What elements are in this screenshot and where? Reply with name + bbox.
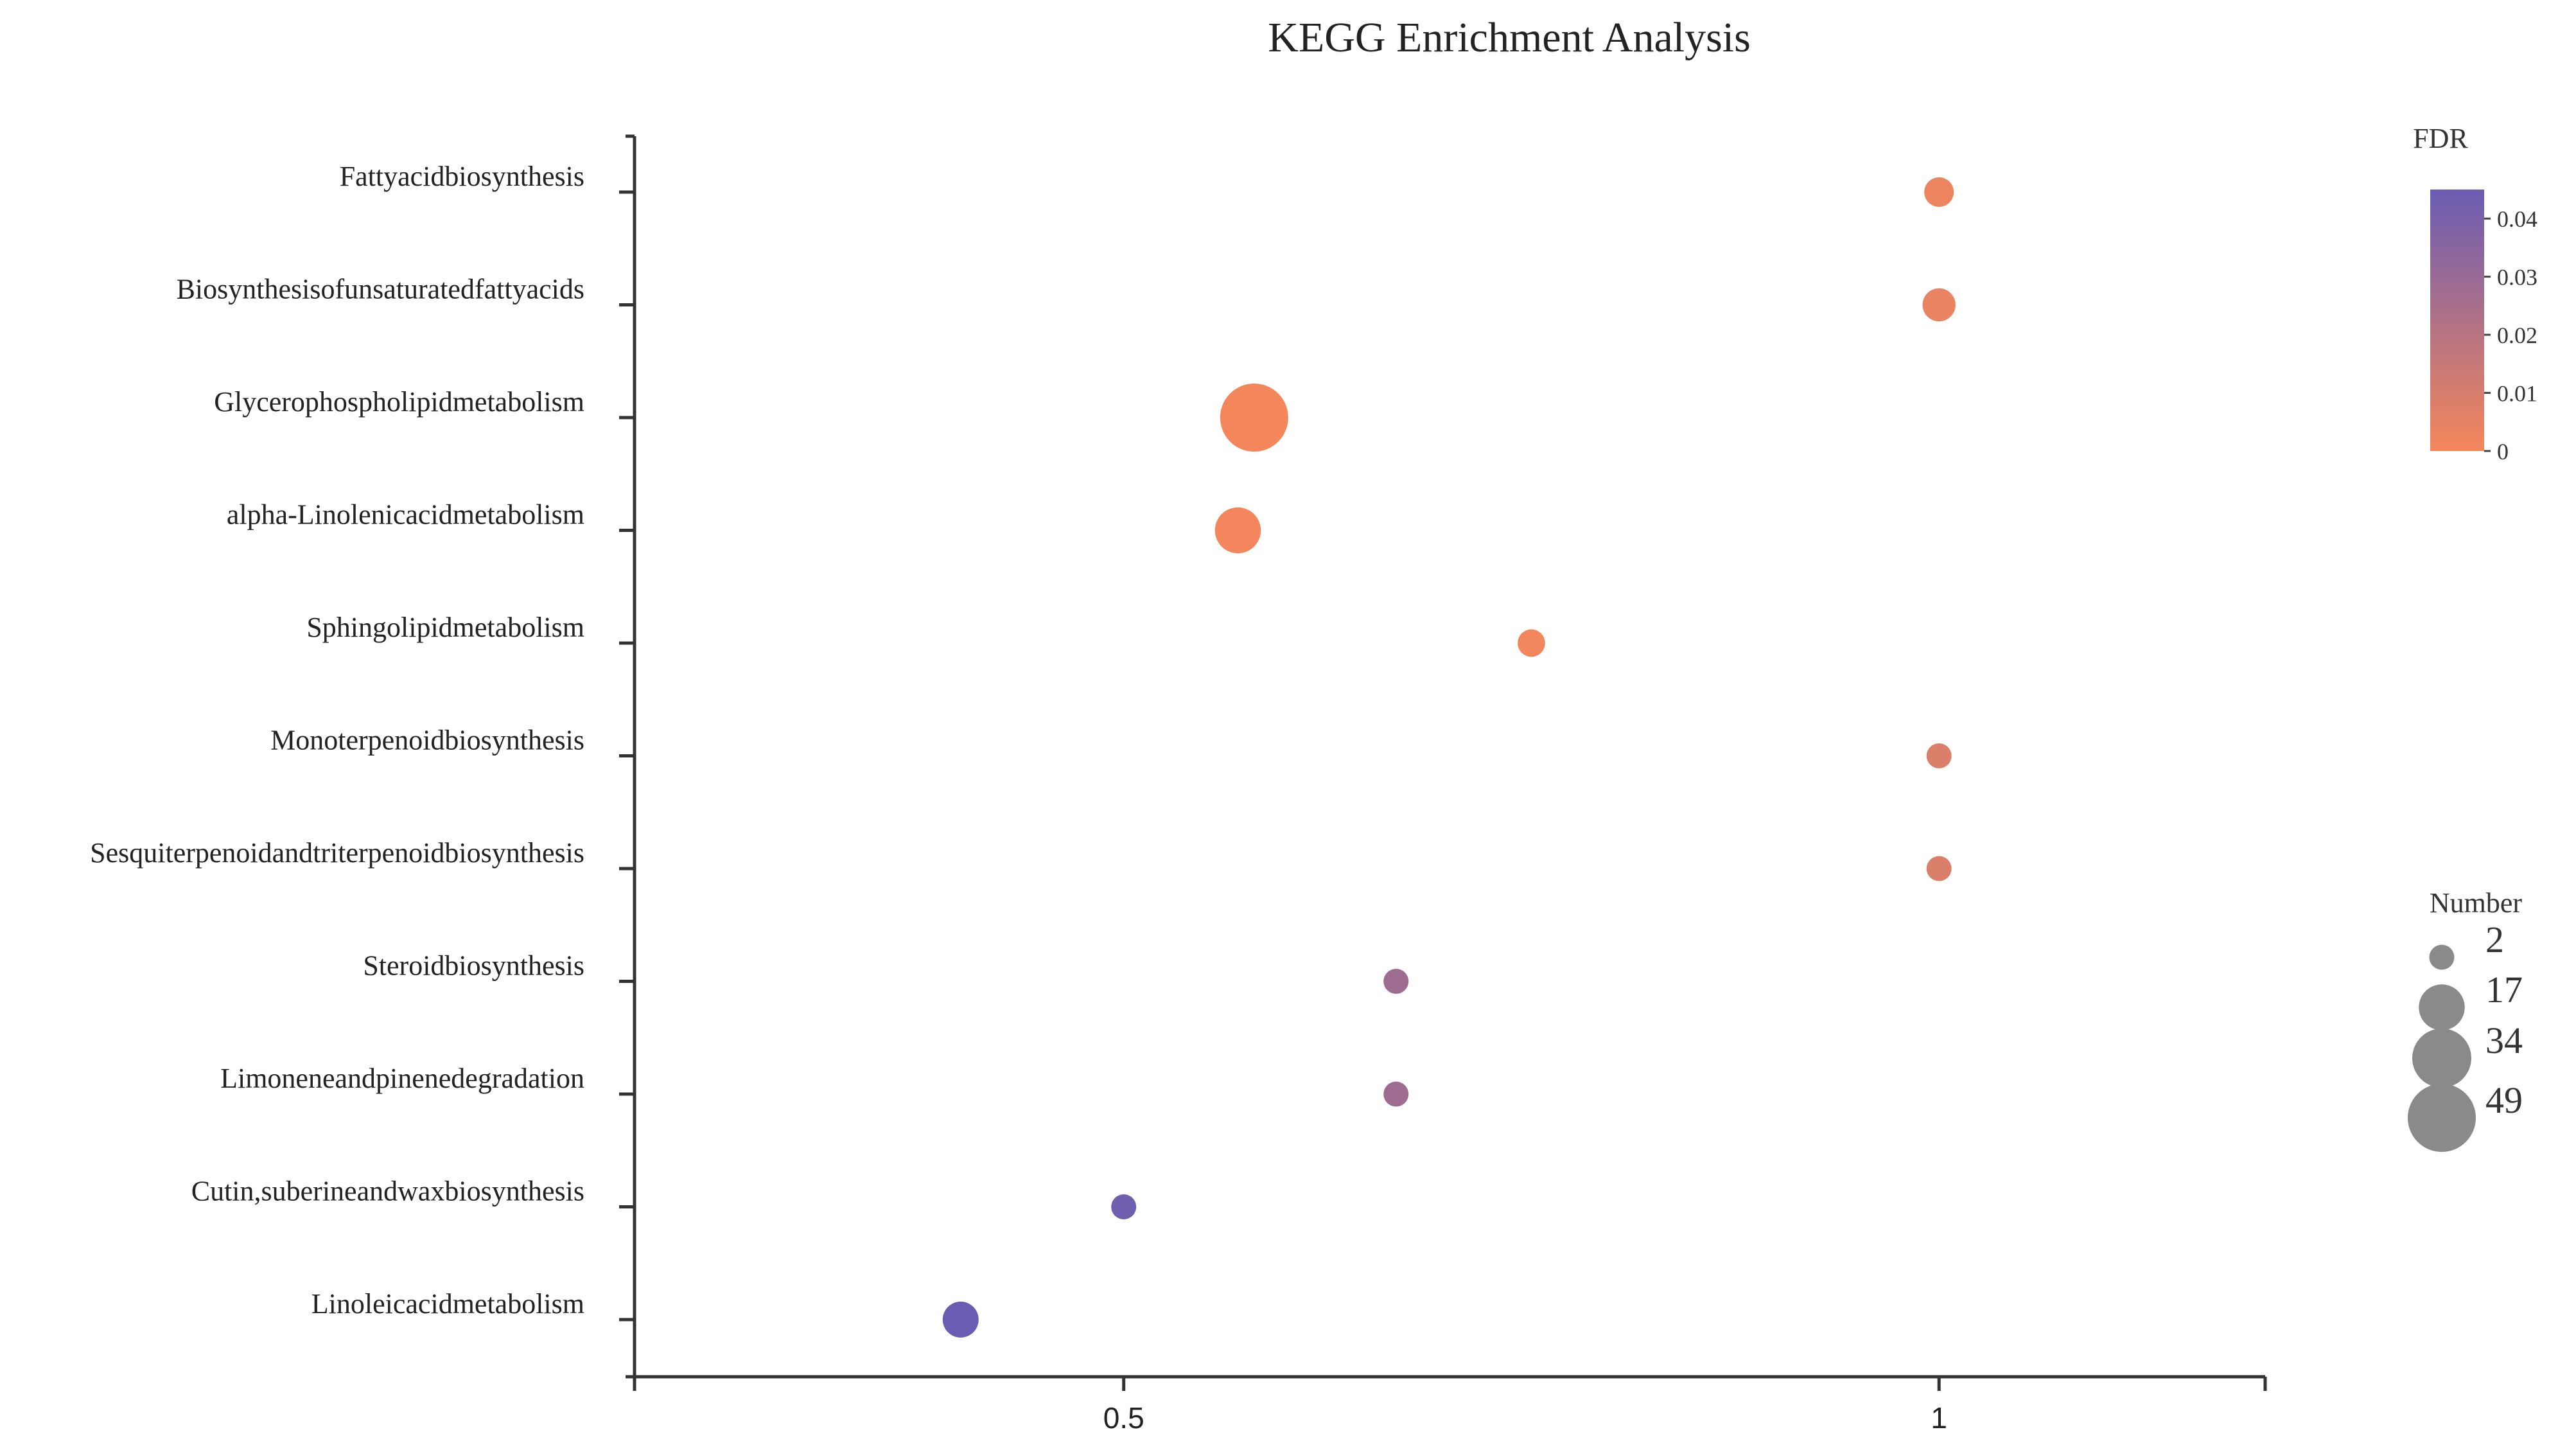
size-legend-label: 17 — [2485, 969, 2523, 1011]
y-tick-label: Biosynthesisofunsaturatedfattyacids — [177, 274, 584, 305]
size-legend-label: 34 — [2485, 1020, 2523, 1061]
fdr-tick-label: 0 — [2497, 439, 2509, 464]
y-tick-label: Limoneneandpinenedegradation — [220, 1063, 584, 1094]
fdr-legend-title: FDR — [2413, 123, 2468, 154]
x-tick-label-1: 1 — [1931, 1401, 1947, 1435]
number-size-legend: Number 2 17 34 49 — [2408, 887, 2523, 1152]
fdr-tick-label: 0.04 — [2497, 206, 2537, 232]
y-tick-label: Monoterpenoidbiosynthesis — [270, 725, 584, 756]
data-point — [1383, 969, 1409, 994]
data-point — [1926, 856, 1952, 881]
fdr-tick-label: 0.01 — [2497, 381, 2537, 407]
number-legend-title: Number — [2430, 887, 2523, 919]
data-point — [1383, 1081, 1409, 1107]
fdr-tick-label: 0.03 — [2497, 265, 2537, 290]
y-tick-label: Fattyacidbiosynthesis — [340, 161, 584, 192]
size-legend-label: 49 — [2485, 1079, 2523, 1121]
size-legend-marker — [2412, 1029, 2471, 1088]
data-point — [1924, 177, 1954, 207]
fdr-color-legend: FDR 0.04 0.03 0.02 0.01 0 — [2413, 123, 2537, 464]
data-point — [1214, 507, 1261, 554]
plot-area: 0.5 1 Fattyacidbiosynthesis Biosynthesisofu… — [90, 134, 2267, 1435]
data-point — [1518, 629, 1545, 657]
data-point — [1220, 384, 1288, 452]
size-legend-label: 2 — [2485, 919, 2504, 960]
y-tick-label: Glycerophospholipidmetabolism — [214, 386, 584, 418]
y-tick-label: Linoleicacidmetabolism — [311, 1288, 584, 1320]
x-tick-label-0.5: 0.5 — [1103, 1401, 1144, 1435]
size-legend-marker — [2419, 984, 2465, 1030]
data-point — [1926, 743, 1952, 768]
fdr-tick-label: 0.02 — [2497, 323, 2537, 348]
y-tick-label: Sesquiterpenoidandtriterpenoidbiosynthes… — [90, 837, 584, 869]
data-point — [1922, 288, 1956, 322]
data-point — [942, 1302, 979, 1338]
chart-title: KEGG Enrichment Analysis — [1268, 14, 1751, 61]
size-legend-marker — [2408, 1084, 2476, 1152]
y-tick-label: Steroidbiosynthesis — [363, 950, 584, 982]
y-tick-label: Cutin,suberineandwaxbiosynthesis — [191, 1176, 584, 1207]
y-tick-label: alpha-Linolenicacidmetabolism — [227, 499, 584, 531]
data-point — [1111, 1194, 1137, 1219]
fdr-gradient-bar — [2430, 190, 2484, 451]
y-tick-label: Sphingolipidmetabolism — [306, 612, 584, 643]
size-legend-marker — [2429, 944, 2455, 970]
